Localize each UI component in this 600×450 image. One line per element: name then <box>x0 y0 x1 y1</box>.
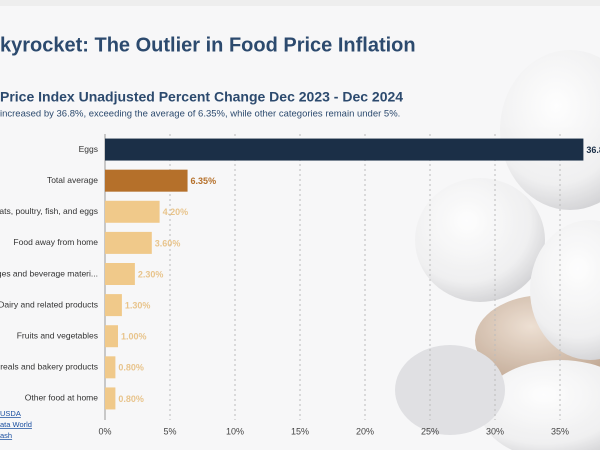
x-tick-label: 10% <box>226 426 244 436</box>
value-label: 0.80% <box>118 363 144 373</box>
top-bar <box>0 0 600 6</box>
chart-title: kyrocket: The Outlier in Food Price Infl… <box>0 34 416 56</box>
chart-description: increased by 36.8%, exceeding the averag… <box>0 109 400 120</box>
y-tick-label: Meats, poultry, fish, and eggs <box>0 206 98 216</box>
y-tick-label: Other food at home <box>25 393 99 403</box>
value-label: 6.35% <box>191 176 217 186</box>
x-tick-label: 5% <box>163 426 176 436</box>
bar <box>105 138 584 161</box>
bar <box>105 325 118 348</box>
x-tick-label: 25% <box>421 426 439 436</box>
bar <box>105 356 116 379</box>
x-tick-label: 0% <box>98 426 111 436</box>
value-label: 4.20% <box>163 207 189 217</box>
bar <box>105 387 116 410</box>
y-tick-label: Food away from home <box>13 237 98 247</box>
value-label: 1.30% <box>125 300 151 310</box>
y-tick-label: Fruits and vegetables <box>17 330 98 340</box>
bar <box>105 200 160 223</box>
y-tick-label: Eggs <box>79 144 98 154</box>
y-tick-label: Cereals and bakery products <box>0 362 98 372</box>
source-link: USDA <box>0 409 21 418</box>
bar <box>105 231 152 254</box>
value-label: 0.80% <box>118 394 144 404</box>
source-link: ata World <box>0 420 32 429</box>
y-tick-label: rages and beverage materi... <box>0 268 98 278</box>
bar <box>105 294 122 317</box>
bar <box>105 169 188 192</box>
chart-subtitle: Price Index Unadjusted Percent Change De… <box>0 89 403 105</box>
value-label: 2.30% <box>138 269 164 279</box>
x-tick-label: 30% <box>486 426 504 436</box>
x-tick-label: 35% <box>551 426 569 436</box>
y-tick-label: Total average <box>47 175 98 185</box>
x-tick-label: 20% <box>356 426 374 436</box>
bar <box>105 263 135 285</box>
x-tick-label: 15% <box>291 426 309 436</box>
y-tick-label: Dairy and related products <box>0 299 98 309</box>
value-label: 36.8 <box>586 145 600 155</box>
source-link: ash <box>0 431 12 440</box>
egg-photo <box>395 50 600 450</box>
value-label: 3.60% <box>155 238 181 248</box>
value-label: 1.00% <box>121 332 147 342</box>
